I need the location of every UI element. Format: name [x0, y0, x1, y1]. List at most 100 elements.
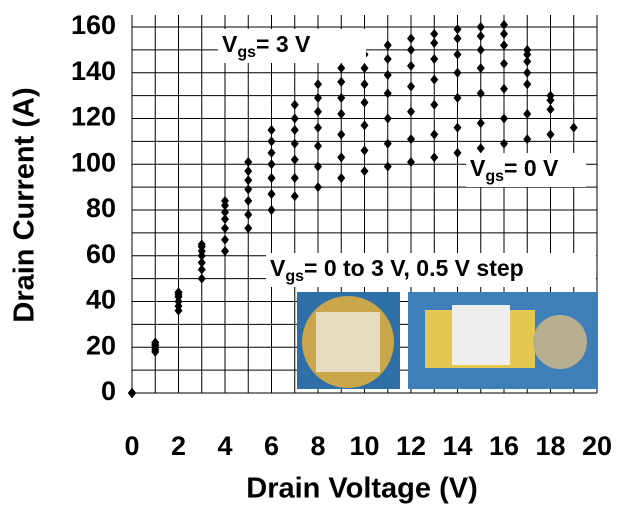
data-point	[454, 24, 462, 34]
y-axis-label: Drain Current (A)	[9, 87, 41, 322]
data-point	[244, 166, 252, 176]
data-point	[454, 93, 462, 103]
data-point	[268, 205, 276, 215]
annotation-main: V	[270, 255, 286, 281]
data-point	[361, 63, 369, 73]
data-point	[407, 134, 415, 144]
data-point	[314, 123, 322, 133]
data-point	[430, 54, 438, 64]
data-point	[337, 152, 345, 162]
data-point	[244, 175, 252, 185]
data-point	[244, 184, 252, 194]
photos	[297, 292, 598, 389]
page: Drain Current (A) Drain Voltage (V) 0246…	[0, 0, 627, 507]
data-point	[291, 125, 299, 135]
annotation: Vgs= 3 V	[222, 31, 311, 61]
x-tick-label: 6	[264, 431, 279, 461]
data-point	[454, 123, 462, 133]
data-point	[523, 134, 531, 144]
data-point	[500, 114, 508, 124]
x-tick-label: 4	[217, 431, 232, 461]
annotation-sub: gs	[485, 168, 504, 185]
data-point	[547, 104, 555, 114]
data-point	[430, 130, 438, 140]
data-point	[337, 77, 345, 87]
data-point	[500, 40, 508, 50]
annotation-sub: gs	[237, 44, 256, 61]
data-point	[314, 141, 322, 151]
data-point	[337, 63, 345, 73]
data-point	[291, 100, 299, 110]
data-point	[500, 84, 508, 94]
data-point	[291, 114, 299, 124]
data-point	[407, 45, 415, 55]
wafer-dies	[316, 312, 380, 372]
data-point	[547, 130, 555, 140]
data-point	[454, 33, 462, 43]
data-point	[337, 130, 345, 140]
data-point	[221, 223, 229, 233]
data-point	[361, 97, 369, 107]
data-point	[477, 45, 485, 55]
x-tick-label: 18	[535, 431, 565, 461]
data-point	[268, 189, 276, 199]
data-point	[407, 81, 415, 91]
data-point	[244, 196, 252, 206]
data-point	[337, 109, 345, 119]
data-point	[500, 20, 508, 30]
data-point	[454, 49, 462, 59]
x-tick-label: 16	[489, 431, 519, 461]
data-point	[407, 107, 415, 117]
package-body	[452, 305, 510, 365]
data-point	[291, 139, 299, 149]
data-point	[361, 79, 369, 89]
data-point	[198, 274, 206, 284]
data-point	[244, 157, 252, 167]
annotation-main: V	[470, 155, 486, 181]
x-tick-label: 10	[349, 431, 379, 461]
y-tick-label: 140	[71, 56, 116, 86]
data-point	[477, 118, 485, 128]
data-point	[268, 148, 276, 158]
data-point	[430, 100, 438, 110]
y-tick-label: 80	[86, 193, 116, 223]
data-point	[384, 54, 392, 64]
data-point	[477, 88, 485, 98]
annotation: Vgs= 0 V	[470, 155, 559, 185]
data-point	[221, 246, 229, 256]
chart: Drain Current (A) Drain Voltage (V) 0246…	[0, 0, 627, 507]
x-tick-label: 8	[310, 431, 325, 461]
data-point	[361, 120, 369, 130]
data-point	[407, 61, 415, 71]
data-point	[361, 166, 369, 176]
y-tick-label: 20	[86, 330, 116, 360]
x-tick-label: 12	[396, 431, 426, 461]
x-tick-label: 20	[582, 431, 612, 461]
data-point	[337, 173, 345, 183]
y-tick-label: 40	[86, 285, 116, 315]
data-point	[268, 159, 276, 169]
data-point	[268, 136, 276, 146]
data-point	[384, 88, 392, 98]
data-point	[570, 123, 578, 133]
data-point	[384, 114, 392, 124]
data-point	[337, 93, 345, 103]
data-point	[430, 38, 438, 48]
data-point	[244, 210, 252, 220]
data-point	[314, 79, 322, 89]
data-point	[477, 31, 485, 41]
data-point	[477, 63, 485, 73]
y-tick-label: 160	[71, 10, 116, 40]
data-point	[500, 139, 508, 149]
data-point	[477, 143, 485, 153]
data-point	[291, 173, 299, 183]
data-point	[384, 139, 392, 149]
annotation-rest: = 0 V	[504, 155, 559, 181]
data-point	[384, 70, 392, 80]
data-point	[454, 68, 462, 78]
coin	[533, 315, 587, 369]
data-point	[268, 125, 276, 135]
data-point	[500, 59, 508, 69]
data-point	[291, 155, 299, 165]
data-point	[407, 157, 415, 167]
